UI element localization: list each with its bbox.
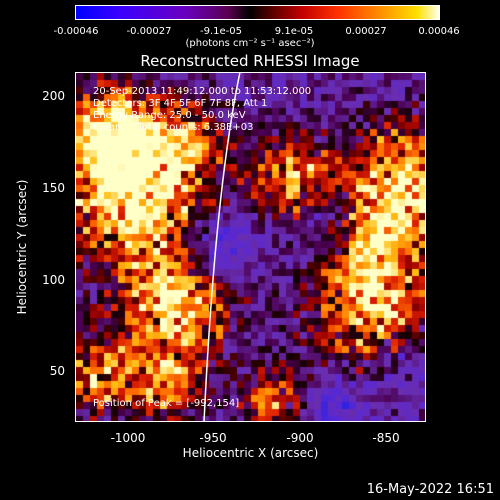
annotation-peak: Position of Peak = [-992,154] [93, 398, 240, 409]
y-tick-label: 100 [42, 273, 65, 287]
annotation-energy: Energy Range: 25.0 - 50.0 keV [93, 110, 246, 121]
colorbar-tick: 0.00027 [345, 26, 387, 37]
colorbar-tick: -0.00046 [53, 26, 99, 37]
colorbar-tick: -9.1e-05 [200, 26, 242, 37]
y-tick-label: 150 [42, 181, 65, 195]
y-tick-label: 200 [42, 89, 65, 103]
x-tick-label: -950 [199, 431, 227, 445]
colorbar [75, 5, 440, 20]
image-title: Reconstructed RHESSI Image [140, 52, 360, 70]
colorbar-tick: -0.00027 [126, 26, 172, 37]
y-axis-label: Heliocentric Y (arcsec) [15, 179, 29, 315]
solar-limb [203, 72, 241, 422]
y-tick-label: 50 [49, 364, 65, 378]
plot-timestamp: 16-May-2022 16:51 [366, 482, 494, 497]
annotation-clean: Clean Total counts: 6.38E+03 [93, 122, 254, 133]
solar-limb-line [203, 72, 241, 422]
x-axis-label: Heliocentric X (arcsec) [182, 446, 319, 460]
x-tick-label: -850 [372, 431, 400, 445]
rhessi-image [76, 73, 425, 421]
colorbar-tick: 0.00046 [418, 26, 460, 37]
annotation-time: 20-Sep-2013 11:49:12.000 to 11:53:12.000 [93, 86, 312, 97]
colorbar-tick: 9.1e-05 [274, 26, 314, 37]
x-tick-label: -1000 [110, 431, 146, 445]
colorbar-unit-label: (photons cm⁻² s⁻¹ asec⁻²) [185, 38, 315, 49]
x-tick-label: -900 [286, 431, 314, 445]
annotation-detectors: Detectors: 3F 4F 5F 6F 7F 8F, Att 1 [93, 98, 268, 109]
rhessi-image-panel [75, 72, 426, 422]
